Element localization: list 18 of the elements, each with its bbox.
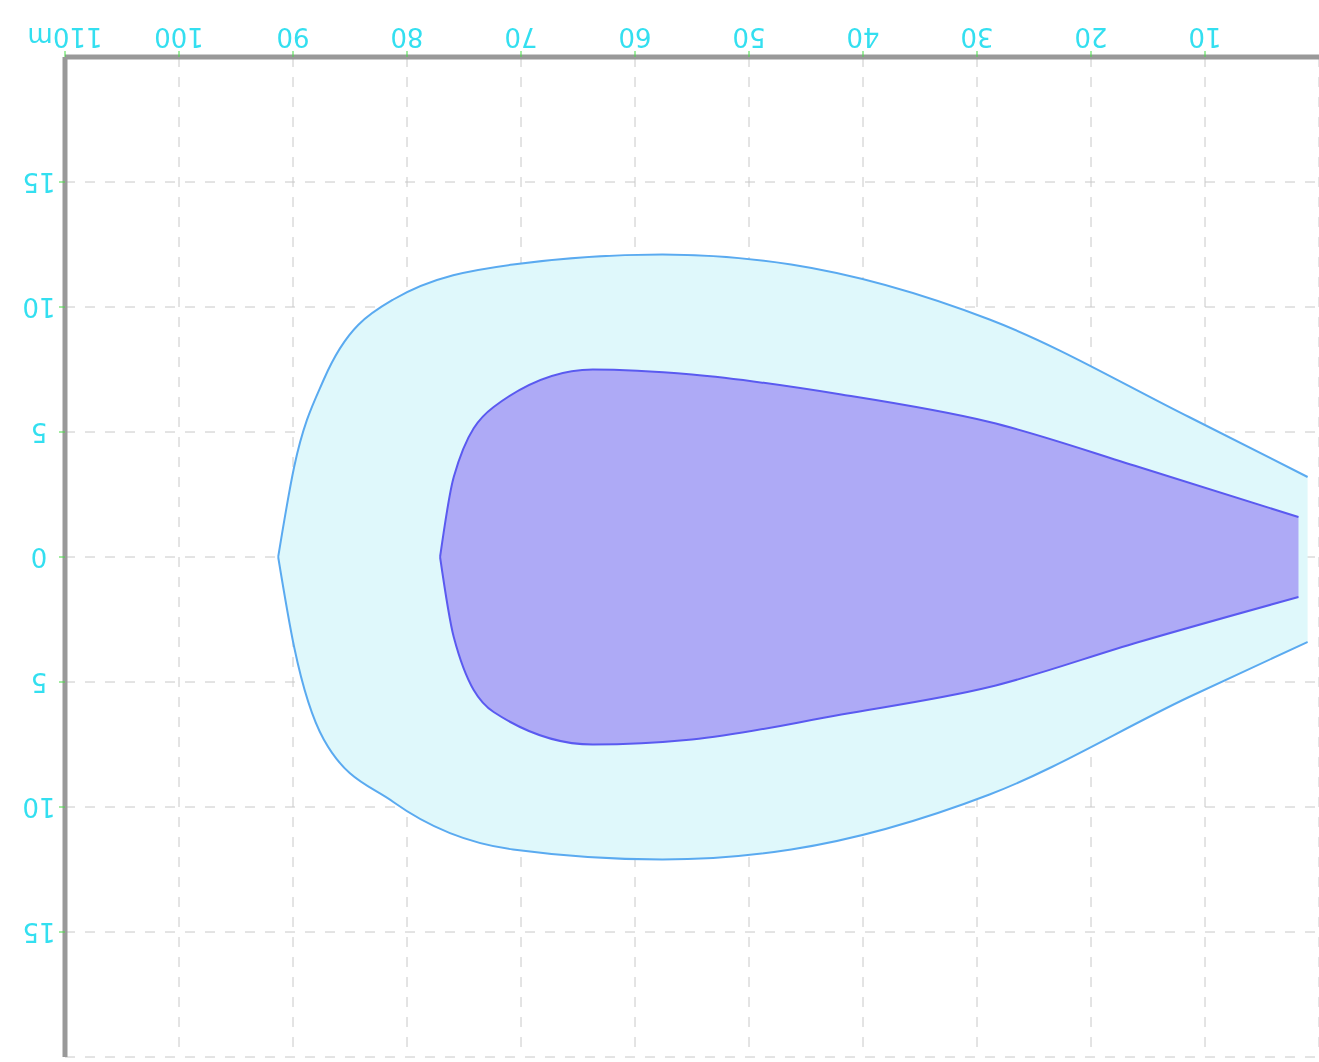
y-tick-label: 0 — [30, 542, 48, 572]
x-tick-label: 80 — [390, 22, 424, 52]
x-tick-label: 20 — [1074, 22, 1108, 52]
x-tick-label: 110m — [27, 22, 103, 52]
x-tick-label: 40 — [846, 22, 880, 52]
x-tick-label: 90 — [276, 22, 310, 52]
y-tick-label: 10 — [22, 792, 56, 822]
x-tick-label: 60 — [618, 22, 652, 52]
y-tick-label: 15 — [22, 167, 56, 197]
x-tick-label: 70 — [504, 22, 538, 52]
x-tick-label: 50 — [732, 22, 766, 52]
x-tick-label: 30 — [960, 22, 994, 52]
x-tick-label: 10 — [1188, 22, 1222, 52]
y-tick-label: 15 — [22, 917, 56, 947]
x-tick-label: 100 — [154, 22, 204, 52]
y-tick-label: 5 — [30, 667, 48, 697]
y-tick-label: 5 — [30, 417, 48, 447]
y-tick-label: 10 — [22, 292, 56, 322]
